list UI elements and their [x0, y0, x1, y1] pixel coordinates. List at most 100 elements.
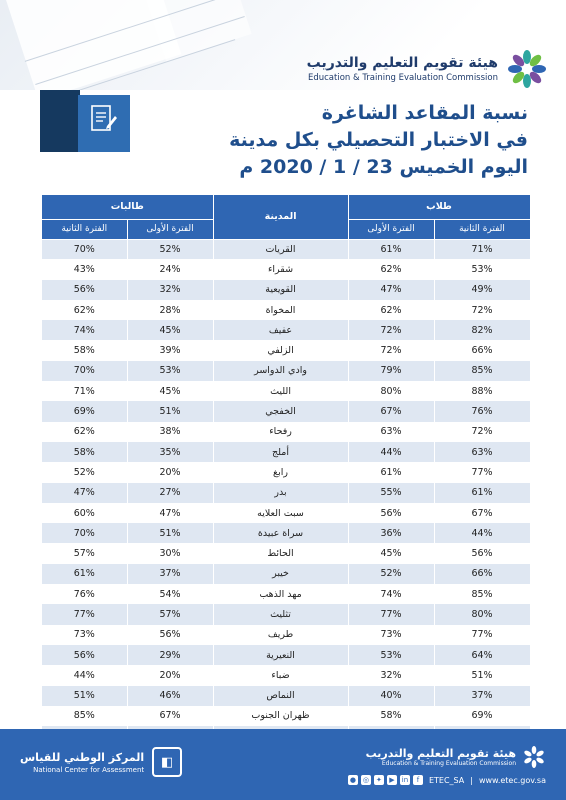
table-row: 62% 28% المخواة 62% 72% — [42, 299, 531, 321]
table-row: 60% 47% سبت العلايه 56% 67% — [42, 502, 531, 524]
male-period1-cell: 72% — [348, 340, 435, 361]
table-row: 70% 51% سراة عبيدة 36% 44% — [42, 523, 531, 544]
male-period2-cell: 64% — [434, 644, 531, 666]
city-cell: رابغ — [213, 462, 349, 483]
linkedin-icon[interactable]: in — [399, 775, 410, 785]
table-row: 43% 24% شقراء 62% 53% — [42, 259, 531, 280]
document-icon — [91, 105, 117, 131]
male-period2-header: الفترة الثانية — [434, 219, 531, 240]
footer-etec-arabic: هيئة تقويم التعليم والتدريب — [365, 747, 516, 760]
female-period2-cell: 70% — [42, 360, 128, 382]
male-period1-cell: 53% — [348, 644, 435, 666]
male-period2-cell: 71% — [434, 239, 531, 260]
male-period1-cell: 36% — [348, 523, 435, 544]
male-period1-cell: 72% — [348, 320, 435, 341]
male-period1-cell: 32% — [348, 665, 435, 686]
table-row: 58% 39% الزلفي 72% 66% — [42, 340, 531, 361]
female-period2-cell: 58% — [42, 441, 128, 463]
female-period2-cell: 62% — [42, 421, 128, 442]
female-period1-cell: 45% — [127, 320, 214, 341]
male-period1-cell: 74% — [348, 584, 435, 605]
male-period2-cell: 77% — [434, 624, 531, 645]
female-period1-cell: 56% — [127, 624, 214, 645]
female-period1-cell: 29% — [127, 644, 214, 666]
male-period2-cell: 37% — [434, 685, 531, 706]
female-period2-cell: 85% — [42, 705, 128, 727]
title-line-3: اليوم الخميس 23 / 1 / 2020 م — [239, 156, 528, 178]
female-period1-cell: 51% — [127, 401, 214, 422]
female-period1-cell: 30% — [127, 543, 214, 564]
social-handle[interactable]: ETEC_SA — [428, 775, 465, 785]
table-row: 44% 20% ضباء 32% 51% — [42, 665, 531, 686]
city-cell: ظهران الجنوب — [213, 705, 349, 727]
city-cell: رفحاء — [213, 421, 349, 442]
male-period1-cell: 62% — [348, 299, 435, 321]
male-period2-cell: 53% — [434, 259, 531, 280]
female-period2-cell: 70% — [42, 239, 128, 260]
male-period1-cell: 67% — [348, 401, 435, 422]
male-period1-cell: 58% — [348, 705, 435, 727]
decorative-dark-block — [40, 90, 80, 152]
website-link[interactable]: www.etec.gov.sa — [478, 775, 546, 785]
male-period2-cell: 44% — [434, 523, 531, 544]
table-row: 70% 53% وادي الدواسر 79% 85% — [42, 360, 531, 382]
instagram-icon[interactable]: ◎ — [360, 775, 371, 785]
footer-etec-english: Education & Training Evaluation Commissi… — [381, 760, 516, 767]
female-period1-cell: 35% — [127, 441, 214, 463]
city-cell: الحائط — [213, 543, 349, 564]
male-period2-cell: 76% — [434, 401, 531, 422]
etec-logo: هيئة تقويم التعليم والتدريب Education & … — [307, 48, 548, 90]
female-period1-cell: 53% — [127, 360, 214, 382]
female-period2-cell: 44% — [42, 665, 128, 686]
qiyas-logo-icon: ◧ — [152, 747, 183, 777]
table-row: 56% 29% النعيرية 53% 64% — [42, 644, 531, 666]
female-period1-cell: 67% — [127, 705, 214, 727]
city-cell: سراة عبيدة — [213, 523, 349, 544]
male-period2-cell: 77% — [434, 462, 531, 483]
female-period2-cell: 52% — [42, 462, 128, 483]
female-period2-cell: 56% — [42, 279, 128, 300]
female-period2-cell: 61% — [42, 563, 128, 585]
male-period1-cell: 47% — [348, 279, 435, 300]
table-row: 47% 27% بدر 55% 61% — [42, 482, 531, 503]
female-period2-cell: 56% — [42, 644, 128, 666]
male-group-header: طلاب — [348, 195, 531, 220]
table-row: 74% 45% عفيف 72% 82% — [42, 320, 531, 341]
city-cell: الزلفي — [213, 340, 349, 361]
male-period2-cell: 49% — [434, 279, 531, 300]
male-period2-cell: 85% — [434, 584, 531, 605]
female-period1-cell: 46% — [127, 685, 214, 706]
female-period2-cell: 69% — [42, 401, 128, 422]
qiyas-arabic-name: المركز الوطني للقياس — [20, 750, 145, 764]
table-row: 57% 30% الحائط 45% 56% — [42, 543, 531, 564]
header-background-photo — [0, 0, 566, 90]
youtube-icon[interactable]: ▶ — [386, 775, 397, 785]
twitter-icon[interactable]: ✦ — [373, 775, 384, 785]
city-cell: القريات — [213, 239, 349, 260]
table-row: 61% 37% خيبر 52% 66% — [42, 563, 531, 585]
facebook-icon[interactable]: f — [412, 775, 423, 785]
city-cell: الليث — [213, 381, 349, 402]
footer-bar: المركز الوطني للقياس National Center for… — [0, 729, 566, 800]
male-period2-cell: 80% — [434, 604, 531, 625]
table-body: 70% 52% القريات 61% 71% 43% 24% شقراء 62% 53% 56% 3… — [42, 239, 531, 747]
city-cell: وادي الدواسر — [213, 360, 349, 382]
qiyas-logo: المركز الوطني للقياس National Center for… — [20, 747, 183, 777]
female-period2-cell: 60% — [42, 502, 128, 524]
city-cell: ضباء — [213, 665, 349, 686]
snapchat-icon[interactable]: ● — [347, 775, 358, 785]
female-period1-cell: 54% — [127, 584, 214, 605]
male-period2-cell: 69% — [434, 705, 531, 727]
female-period2-cell: 76% — [42, 584, 128, 605]
male-period1-cell: 77% — [348, 604, 435, 625]
male-period2-cell: 88% — [434, 381, 531, 402]
female-period1-cell: 57% — [127, 604, 214, 625]
male-period1-cell: 40% — [348, 685, 435, 706]
female-period1-cell: 47% — [127, 502, 214, 524]
female-period2-header: الفترة الثانية — [42, 219, 128, 240]
female-period2-cell: 71% — [42, 381, 128, 402]
title-line-1: نسبة المقاعد الشاغرة — [321, 102, 528, 124]
male-period1-cell: 80% — [348, 381, 435, 402]
city-cell: تثليث — [213, 604, 349, 625]
table-row: 71% 45% الليث 80% 88% — [42, 381, 531, 402]
